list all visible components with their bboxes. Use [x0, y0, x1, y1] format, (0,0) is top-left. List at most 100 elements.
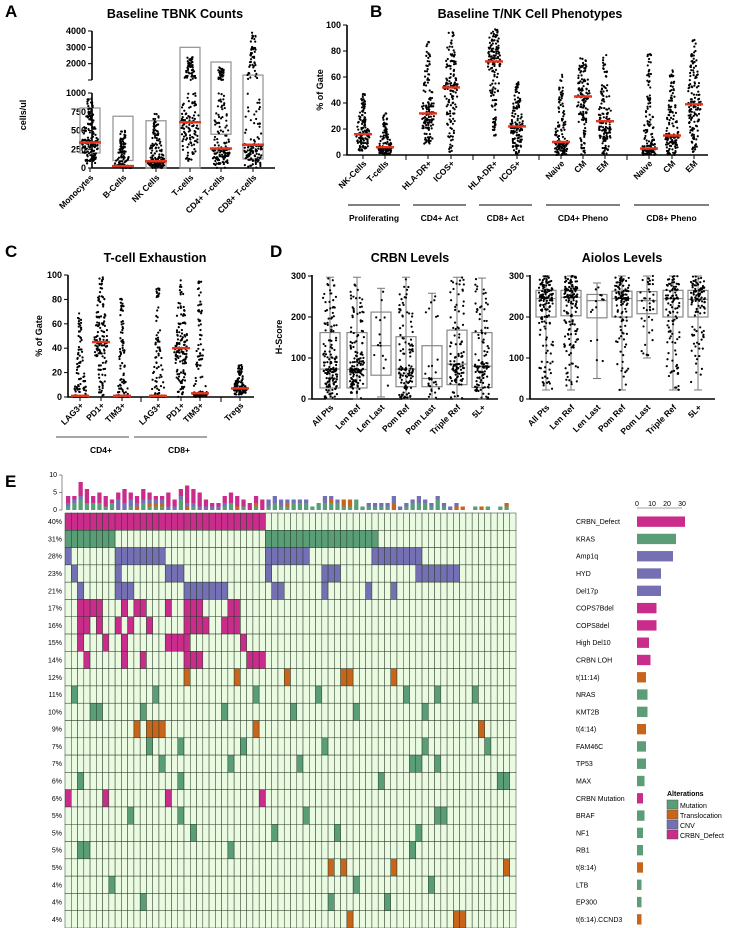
data-point: [430, 127, 433, 130]
data-point: [87, 98, 90, 101]
data-point: [98, 349, 101, 352]
data-point: [493, 73, 496, 76]
data-point: [97, 352, 100, 355]
data-point: [82, 386, 86, 389]
data-point: [220, 100, 223, 103]
data-point: [405, 388, 408, 391]
data-point: [579, 137, 582, 140]
data-point: [511, 114, 514, 117]
data-point: [330, 343, 333, 346]
x-tick-label: Tregs: [222, 400, 245, 423]
data-point: [561, 133, 564, 136]
data-point: [197, 347, 200, 350]
data-point: [569, 333, 573, 336]
data-point: [482, 363, 486, 366]
data-point: [697, 90, 700, 93]
data-point: [332, 284, 336, 287]
data-point: [177, 322, 180, 325]
data-point: [185, 125, 188, 128]
data-point: [497, 46, 500, 49]
data-point: [254, 34, 257, 38]
data-point: [358, 360, 361, 363]
data-point: [585, 64, 588, 68]
data-point: [225, 114, 228, 117]
data-point: [448, 64, 451, 67]
data-point: [103, 298, 106, 301]
data-point: [696, 129, 699, 132]
data-point: [557, 110, 561, 113]
data-point: [153, 134, 157, 137]
data-point: [462, 366, 466, 370]
data-point: [474, 302, 477, 305]
data-point: [458, 283, 461, 286]
data-point: [119, 337, 122, 340]
data-point: [178, 331, 181, 334]
data-point: [403, 368, 406, 371]
data-point: [608, 123, 611, 126]
data-point: [519, 138, 522, 141]
data-point: [175, 343, 179, 346]
data-point: [435, 383, 438, 386]
data-point: [326, 321, 329, 324]
data-point: [180, 117, 184, 121]
data-point: [199, 338, 202, 341]
data-point: [462, 300, 465, 303]
data-point: [349, 369, 352, 372]
data-point: [422, 102, 425, 105]
data-point: [87, 104, 90, 108]
data-point: [188, 63, 191, 66]
data-point: [120, 307, 123, 310]
data-point: [493, 56, 496, 59]
data-point: [384, 134, 387, 137]
x-tick-label: T-cells: [170, 172, 196, 198]
data-point: [89, 114, 92, 117]
data-point: [648, 94, 651, 97]
data-point: [543, 288, 547, 292]
data-point: [455, 83, 458, 86]
data-point: [96, 330, 100, 334]
data-point: [519, 117, 522, 120]
data-point: [493, 75, 496, 78]
data-point: [600, 102, 603, 105]
data-point: [517, 100, 520, 103]
data-point: [449, 89, 452, 92]
data-point: [646, 107, 649, 110]
data-point: [513, 130, 516, 133]
data-point: [545, 321, 548, 325]
data-point: [378, 333, 381, 336]
data-point: [512, 149, 516, 152]
data-point: [602, 116, 605, 119]
data-point: [483, 308, 486, 311]
data-point: [451, 367, 455, 370]
data-point: [122, 391, 126, 395]
x-tick-label: LAG3+: [59, 400, 86, 427]
data-point: [246, 149, 249, 152]
data-point: [217, 69, 220, 72]
data-point: [249, 119, 252, 122]
data-point: [254, 75, 257, 78]
y-axis-label: cells/ul: [18, 100, 28, 131]
data-point: [154, 392, 157, 395]
data-point: [420, 105, 424, 108]
data-point: [458, 333, 461, 336]
data-point: [220, 70, 223, 73]
data-point: [356, 351, 359, 354]
data-point: [101, 355, 104, 358]
data-point: [352, 295, 355, 298]
data-point: [580, 78, 584, 81]
box-plot: [471, 277, 493, 400]
data-point: [670, 81, 673, 84]
data-point: [584, 59, 587, 63]
data-point: [78, 390, 81, 393]
data-point: [121, 362, 124, 365]
data-point: [98, 295, 101, 298]
data-point: [101, 278, 104, 282]
data-point: [653, 153, 656, 156]
data-point: [408, 312, 411, 315]
data-point: [179, 305, 182, 308]
data-point: [240, 379, 243, 382]
data-point: [194, 382, 197, 386]
data-point: [198, 394, 201, 398]
data-point: [121, 328, 124, 332]
data-point: [551, 288, 554, 291]
